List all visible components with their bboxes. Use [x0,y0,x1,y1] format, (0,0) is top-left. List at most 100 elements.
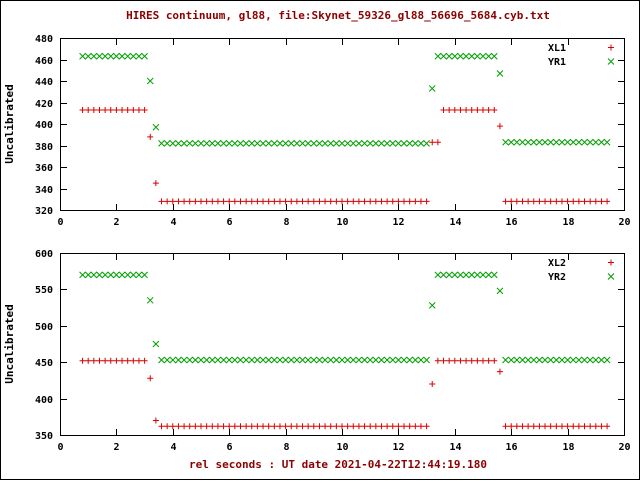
data-point-YR1 [428,85,436,92]
data-point-XL1 [198,198,204,205]
data-point-XL2 [344,423,351,430]
data-point-YR1 [581,138,588,146]
legend-marker-XL1 [608,44,614,51]
data-point-YR2 [276,356,284,364]
data-point-XL2 [220,423,227,430]
data-point-YR2 [90,271,98,279]
legend-marker-XL2 [608,259,614,266]
data-point-YR2 [389,356,397,364]
data-point-YR2 [113,271,120,279]
data-point-XL2 [406,423,413,430]
data-point-YR2 [79,271,86,279]
data-point-XL1 [570,198,577,205]
data-point-YR1 [547,138,555,146]
data-point-YR1 [513,138,521,146]
x-tick-label: 16 [505,442,517,453]
data-point-YR2 [462,271,470,279]
data-point-XL1 [519,198,526,205]
data-point-YR1 [417,139,425,147]
data-point-YR1 [530,138,538,146]
data-point-YR2 [344,356,351,364]
data-point-YR1 [479,52,487,60]
data-point-XL1 [147,133,154,140]
y-tick-label: 600 [35,249,53,260]
data-point-YR2 [474,271,481,279]
data-point-YR1 [598,138,605,146]
data-point-YR2 [547,356,555,364]
data-point-YR2 [163,356,171,364]
data-point-XL1 [350,198,357,205]
data-point-YR2 [372,356,380,364]
data-point-YR1 [344,139,351,147]
y-tick-label: 350 [35,431,53,442]
data-point-YR1 [276,139,284,147]
data-point-XL1 [530,198,537,205]
data-point-YR2 [378,356,385,364]
data-point-XL1 [372,198,379,205]
data-point-XL2 [372,423,379,430]
data-point-YR1 [242,139,250,147]
data-point-YR1 [552,138,560,146]
data-point-YR1 [445,52,453,60]
y-tick-label: 450 [35,358,53,369]
data-point-XL1 [90,107,97,114]
data-point-XL2 [181,423,188,430]
data-point-YR1 [180,139,188,147]
data-point-YR2 [536,356,543,364]
data-point-XL1 [508,198,515,205]
data-point-XL1 [316,198,323,205]
data-point-XL1 [378,198,385,205]
data-point-YR2 [333,356,340,364]
data-point-XL2 [570,423,577,430]
data-point-YR2 [304,356,312,364]
legend-label-YR1: YR1 [548,57,566,68]
data-point-XL1 [124,107,131,114]
data-point-XL1 [260,198,267,205]
y-tick-label: 380 [35,142,53,153]
data-point-YR2 [316,356,323,364]
data-point-XL1 [96,107,103,114]
data-point-YR1 [575,138,583,146]
data-point-XL1 [598,198,605,205]
data-point-YR1 [372,139,380,147]
data-point-XL1 [536,198,543,205]
legend-label-YR2: YR2 [548,272,566,283]
data-point-XL1 [231,198,238,205]
data-point-XL1 [293,198,300,205]
data-point-XL1 [468,107,475,114]
data-point-XL2 [519,423,526,430]
data-point-YR2 [366,356,374,364]
data-point-XL1 [322,198,329,205]
data-point-YR1 [338,139,346,147]
data-point-YR1 [383,139,391,147]
data-point-XL2 [124,357,131,364]
data-point-XL1 [265,198,272,205]
data-point-XL1 [412,198,419,205]
data-point-YR1 [282,139,289,147]
data-point-XL2 [276,423,283,430]
data-point-XL2 [474,357,481,364]
data-point-XL2 [231,423,238,430]
data-point-YR2 [406,356,414,364]
data-point-XL2 [553,423,560,430]
data-point-YR2 [96,271,103,279]
legend-label-XL2: XL2 [548,258,566,269]
data-point-YR2 [259,356,267,364]
data-point-XL1 [237,198,244,205]
x-tick-label: 16 [505,217,517,228]
data-point-YR2 [101,271,109,279]
data-point-YR2 [129,271,137,279]
data-point-XL1 [119,107,126,114]
data-point-XL2 [502,423,509,430]
data-point-XL2 [130,357,137,364]
data-point-YR1 [440,52,447,60]
data-point-YR2 [490,271,498,279]
data-point-YR1 [361,139,368,147]
data-point-XL1 [282,198,289,205]
x-tick-label: 12 [392,217,404,228]
data-point-YR1 [310,139,318,147]
data-point-YR2 [575,356,583,364]
data-point-XL1 [491,107,498,114]
data-point-YR2 [231,356,239,364]
